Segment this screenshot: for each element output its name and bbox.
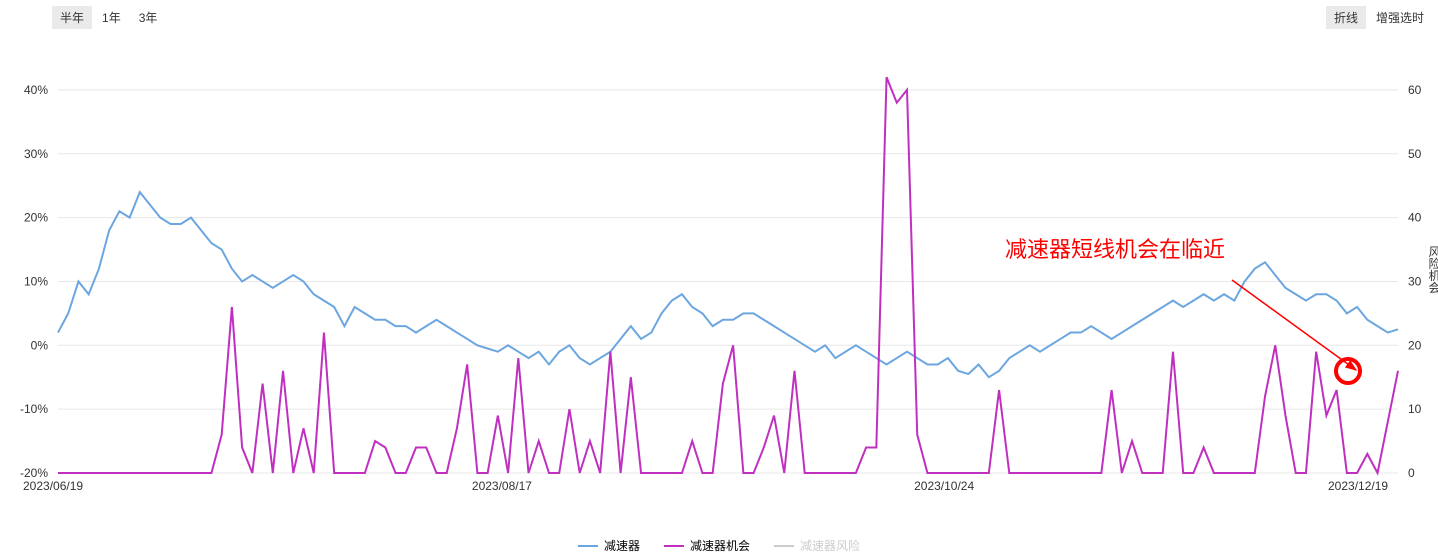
svg-text:20: 20: [1408, 338, 1422, 352]
svg-text:30%: 30%: [24, 147, 48, 161]
svg-text:60: 60: [1408, 83, 1422, 97]
x-tick-label: 2023/10/24: [914, 479, 974, 493]
legend-label-0: 减速器: [604, 537, 640, 554]
svg-text:风险机会: 风险机会: [1427, 246, 1438, 295]
svg-text:40%: 40%: [24, 83, 48, 97]
legend-swatch-0: [578, 545, 598, 547]
chart-plot-area: -20% -10% 0% 10% 20% 30% 40% 0 10 20 30 40 50 60 风险机会: [0, 28, 1438, 508]
svg-text:0%: 0%: [31, 338, 49, 352]
svg-text:0: 0: [1408, 466, 1415, 480]
legend-label-2: 减速器风险: [800, 537, 860, 554]
tab-3year[interactable]: 3年: [131, 6, 166, 29]
svg-text:-20%: -20%: [20, 466, 48, 480]
annotation-circle: [1334, 357, 1362, 385]
time-range-tabs: 半年 1年 3年: [52, 6, 165, 29]
svg-text:40: 40: [1408, 211, 1422, 225]
view-mode-tabs: 折线 增强选时: [1326, 6, 1432, 29]
legend-swatch-2: [774, 545, 794, 547]
chart-svg: -20% -10% 0% 10% 20% 30% 40% 0 10 20 30 40 50 60 风险机会: [0, 28, 1438, 508]
chart-container: 半年 1年 3年 折线 增强选时 -20% -10% 0% 10% 20% 30% 40% 0…: [0, 0, 1438, 560]
svg-text:10: 10: [1408, 402, 1422, 416]
x-tick-label: 2023/08/17: [472, 479, 532, 493]
legend-item-1[interactable]: 减速器机会: [664, 537, 750, 554]
x-tick-label: 2023/12/19: [1328, 479, 1388, 493]
tab-enhanced-timing[interactable]: 增强选时: [1368, 6, 1432, 29]
svg-text:-10%: -10%: [20, 402, 48, 416]
svg-text:50: 50: [1408, 147, 1422, 161]
chart-legend: 减速器 减速器机会 减速器风险: [578, 537, 860, 554]
x-tick-label: 2023/06/19: [23, 479, 83, 493]
svg-text:30: 30: [1408, 274, 1422, 288]
legend-swatch-1: [664, 545, 684, 547]
tab-line-chart[interactable]: 折线: [1326, 6, 1366, 29]
legend-item-0[interactable]: 减速器: [578, 537, 640, 554]
svg-text:10%: 10%: [24, 274, 48, 288]
annotation-text: 减速器短线机会在临近: [1005, 232, 1225, 264]
tab-half-year[interactable]: 半年: [52, 6, 92, 29]
legend-label-1: 减速器机会: [690, 537, 750, 554]
svg-text:20%: 20%: [24, 211, 48, 225]
tab-1year[interactable]: 1年: [94, 6, 129, 29]
legend-item-2[interactable]: 减速器风险: [774, 537, 860, 554]
